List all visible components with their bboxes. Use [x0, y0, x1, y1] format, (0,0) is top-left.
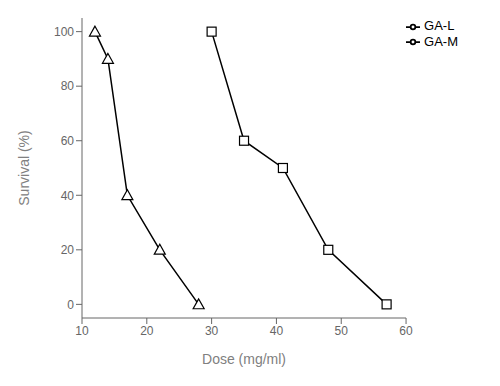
- svg-text:60: 60: [399, 324, 413, 338]
- svg-text:60: 60: [61, 134, 75, 148]
- svg-text:Survival (%): Survival (%): [16, 130, 32, 205]
- svg-text:10: 10: [75, 324, 89, 338]
- html-text:GA-L: GA-L: [424, 18, 455, 33]
- svg-text:80: 80: [61, 79, 75, 93]
- svg-text:40: 40: [270, 324, 284, 338]
- svg-text:0: 0: [67, 298, 74, 312]
- html-text:GA-M: GA-M: [424, 33, 458, 49]
- svg-text:40: 40: [61, 189, 75, 203]
- svg-text:20: 20: [61, 243, 75, 257]
- svg-text:30: 30: [205, 324, 219, 338]
- svg-text:20: 20: [140, 324, 154, 338]
- svg-text:Dose (mg/ml): Dose (mg/ml): [202, 351, 286, 367]
- svg-text:100: 100: [54, 25, 74, 39]
- svg-text:50: 50: [335, 324, 349, 338]
